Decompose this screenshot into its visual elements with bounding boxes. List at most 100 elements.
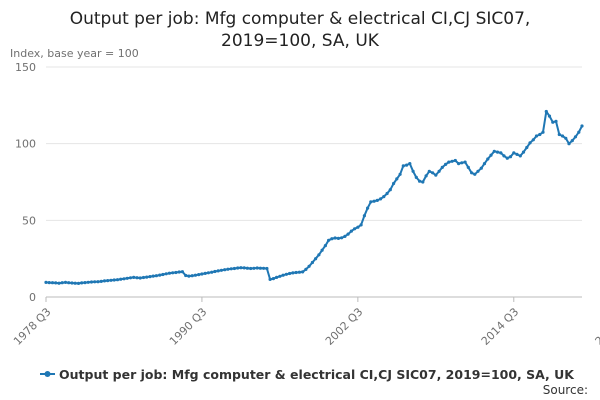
data-point (353, 227, 357, 231)
series-layer (44, 109, 584, 285)
data-point (570, 139, 574, 143)
data-point (521, 150, 526, 154)
data-point (463, 160, 467, 164)
data-point (301, 270, 305, 274)
data-point (434, 173, 438, 177)
data-point (437, 169, 441, 173)
data-point (307, 264, 311, 268)
data-point (349, 229, 353, 233)
data-point (164, 272, 168, 276)
data-point (206, 271, 210, 275)
data-point (213, 269, 217, 274)
data-point (141, 275, 146, 280)
data-point (336, 236, 340, 240)
data-point (405, 163, 409, 167)
data-point (401, 164, 405, 168)
data-point (86, 280, 90, 284)
data-point (197, 273, 201, 277)
data-point (567, 142, 571, 146)
data-point (564, 136, 568, 140)
data-point (450, 159, 454, 163)
y-tick-label: 150 (15, 61, 36, 74)
data-point (145, 275, 149, 279)
data-point (492, 149, 496, 153)
data-point (479, 166, 483, 170)
data-point (375, 198, 379, 202)
data-point (125, 276, 129, 280)
data-point (544, 109, 548, 114)
data-point (171, 271, 175, 275)
x-tick-label: 2002 Q3 (323, 305, 366, 348)
data-point (453, 158, 457, 163)
data-point (128, 276, 133, 280)
data-point (379, 197, 383, 201)
data-point (557, 132, 561, 137)
source-label[interactable]: Source: (543, 383, 588, 397)
data-point (226, 267, 230, 271)
data-point (359, 223, 363, 227)
data-point (60, 281, 64, 285)
data-point (161, 272, 165, 277)
data-point (502, 154, 506, 158)
chart-title-line-1: Output per job: Mfg computer & electrica… (70, 9, 531, 29)
data-point (184, 273, 188, 278)
data-point (219, 268, 223, 272)
chart-title-line-2: 2019=100, SA, UK (221, 31, 380, 51)
data-point (356, 225, 360, 229)
data-point (63, 280, 68, 284)
data-point (284, 272, 288, 276)
data-point (294, 270, 298, 275)
data-point (119, 277, 123, 281)
data-point (275, 275, 279, 279)
data-point (314, 257, 318, 261)
data-point (57, 281, 61, 285)
legend-label: Output per job: Mfg computer & electrica… (59, 367, 575, 382)
data-point (138, 276, 142, 280)
data-point (424, 174, 428, 178)
grid (46, 66, 582, 298)
data-point (518, 154, 522, 158)
data-point (466, 165, 470, 169)
data-point (193, 273, 197, 277)
data-point (167, 271, 171, 275)
data-point (392, 181, 396, 186)
data-point (440, 165, 444, 169)
data-point (83, 281, 87, 285)
data-point (398, 172, 402, 176)
x-tick-label: 1978 Q3 (11, 305, 54, 348)
data-point (554, 119, 558, 123)
data-point (281, 273, 285, 277)
data-point (457, 162, 461, 166)
data-point (232, 266, 236, 271)
data-point (54, 281, 58, 285)
data-point (382, 195, 386, 199)
legend: Output per job: Mfg computer & electrica… (40, 367, 575, 382)
data-point (408, 162, 412, 166)
data-point (551, 120, 555, 124)
y-tick-label: 50 (22, 214, 36, 227)
data-point (122, 277, 126, 281)
data-point (180, 270, 184, 274)
data-point (411, 169, 415, 173)
data-point (265, 266, 269, 271)
data-point (93, 280, 97, 284)
data-point (229, 267, 233, 271)
data-point (320, 248, 324, 252)
data-point (304, 267, 308, 271)
data-point (255, 266, 259, 270)
y-tick-label: 0 (29, 291, 36, 304)
data-point (115, 278, 120, 282)
data-point (271, 277, 275, 281)
data-point (538, 132, 542, 137)
data-point (460, 161, 464, 165)
data-point (158, 273, 162, 277)
data-point (190, 274, 194, 278)
data-point (395, 177, 399, 181)
data-point (106, 279, 110, 283)
data-point (531, 138, 535, 142)
data-point (486, 157, 490, 161)
data-point (223, 268, 227, 272)
data-point (444, 162, 448, 166)
data-point (505, 156, 509, 160)
